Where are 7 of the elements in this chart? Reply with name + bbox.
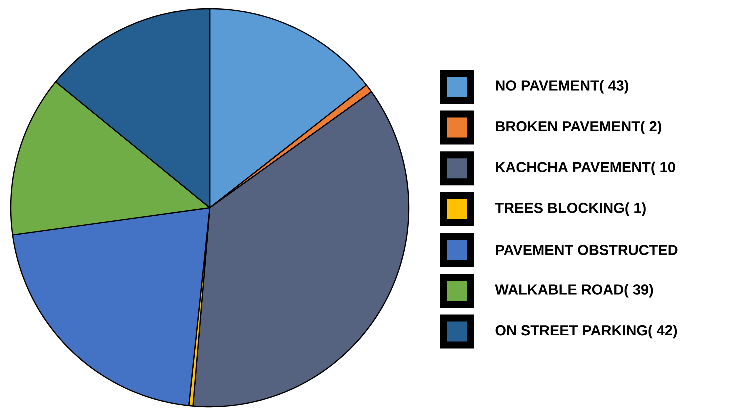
legend-label: BROKEN PAVEMENT( 2) <box>496 121 662 135</box>
legend-label: KACHCHA PAVEMENT( 10 <box>496 162 676 176</box>
legend-label: TREES BLOCKING( 1) <box>495 202 646 216</box>
legend-label: NO PAVEMENT( 43) <box>496 80 628 94</box>
legend-label: WALKABLE ROAD( 39) <box>495 284 654 298</box>
legend-label: ON STREET PARKING( 42) <box>496 325 678 339</box>
legend-label: PAVEMENT OBSTRUCTED <box>496 245 678 256</box>
